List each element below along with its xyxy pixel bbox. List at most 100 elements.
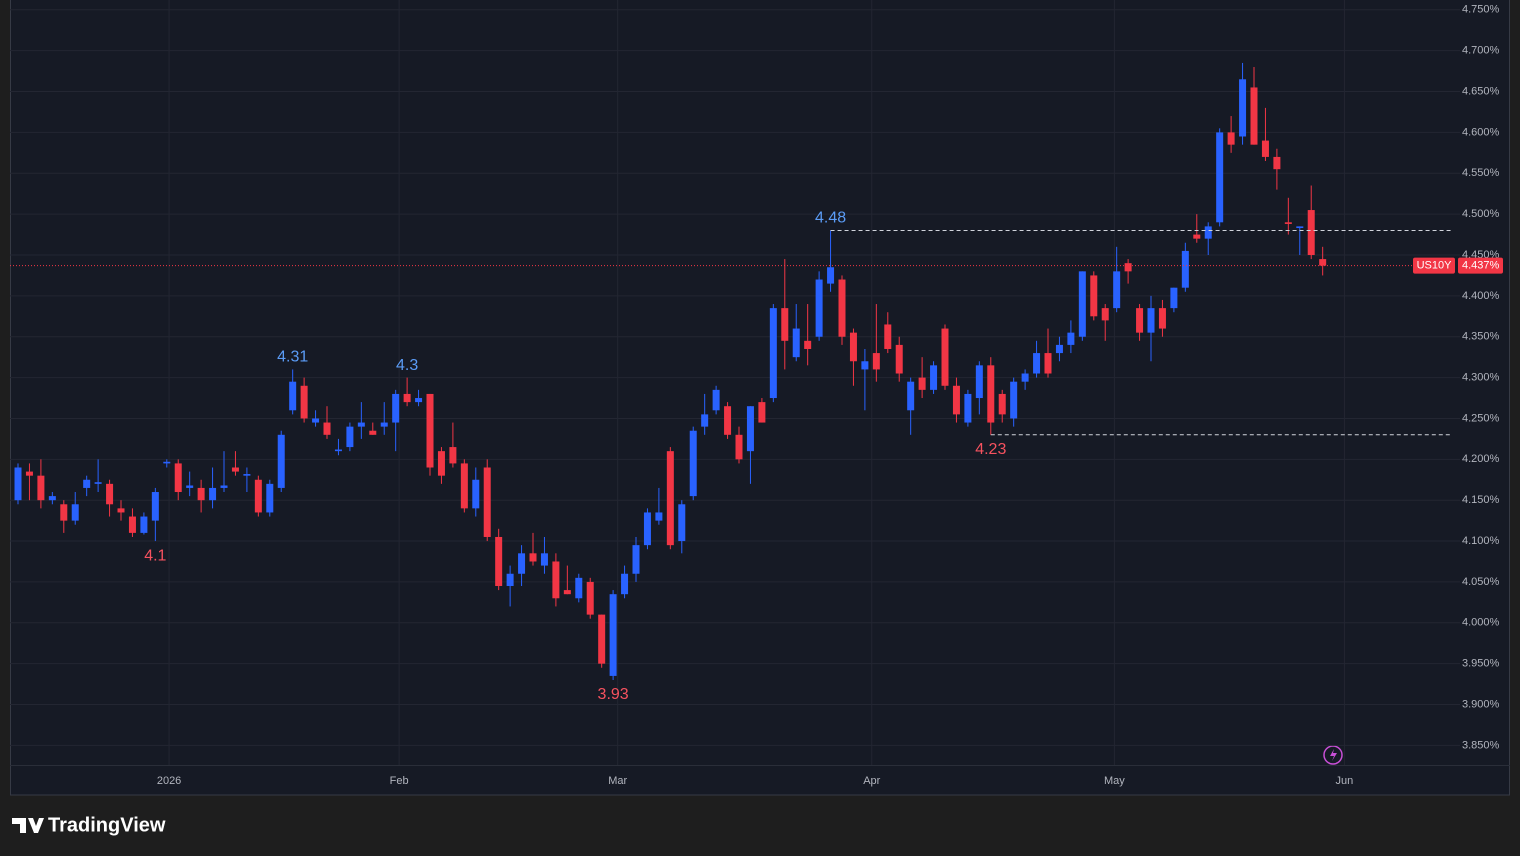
- candle-body: [460, 463, 468, 509]
- candle-body: [609, 594, 617, 676]
- candle-body: [735, 434, 743, 460]
- candle-body: [1033, 353, 1041, 374]
- candle-body: [106, 483, 114, 505]
- candle-body: [334, 449, 342, 452]
- candle-body: [1113, 271, 1121, 309]
- candle-body: [163, 461, 171, 464]
- y-tick-label: 4.150%: [1462, 494, 1500, 506]
- candle-body: [60, 504, 68, 521]
- y-tick-label: 3.950%: [1462, 658, 1500, 670]
- candle-body: [426, 393, 434, 468]
- candle-body: [380, 422, 388, 427]
- candle-body: [231, 467, 239, 472]
- candle-body: [300, 385, 308, 419]
- candle-body: [174, 463, 182, 493]
- candle-body: [1307, 210, 1315, 255]
- candle-body: [701, 414, 709, 427]
- y-tick-label: 4.550%: [1462, 167, 1500, 179]
- candle-body: [1090, 275, 1098, 317]
- candle-body: [128, 516, 136, 533]
- y-tick-label: 4.400%: [1462, 290, 1500, 302]
- candle-body: [37, 475, 45, 501]
- candle-body: [666, 451, 674, 546]
- candle-body: [632, 545, 640, 574]
- candle-body: [827, 267, 835, 284]
- candle-body: [323, 422, 331, 435]
- candle-body: [849, 332, 857, 362]
- candle-body: [209, 487, 217, 501]
- y-tick-label: 4.350%: [1462, 331, 1500, 343]
- event-icon: [1323, 745, 1343, 765]
- candle-body: [506, 573, 514, 587]
- candle-body: [254, 479, 262, 513]
- candle-body: [1101, 308, 1109, 321]
- candle-body: [369, 430, 377, 435]
- symbol-label: US10Y: [1417, 260, 1453, 272]
- brand-logo: TradingView: [12, 814, 166, 836]
- candle-body: [872, 353, 880, 370]
- candle-body: [575, 577, 583, 599]
- candle-body: [1136, 308, 1144, 333]
- candle-body: [186, 485, 194, 488]
- candle-body: [1158, 308, 1166, 329]
- candle-body: [197, 487, 205, 501]
- overlays: 4.31 4.3 4.1 3.93 4.48 4.23 US10Y 4.437%: [10, 210, 1503, 703]
- candle-body: [987, 365, 995, 423]
- candle-body: [392, 393, 400, 423]
- y-tick-label: 4.600%: [1462, 126, 1500, 138]
- last-price-label: 4.437%: [1462, 260, 1500, 272]
- event-icon-bolt: [1330, 749, 1337, 761]
- candle-body: [918, 377, 926, 390]
- candle-body: [1250, 87, 1258, 145]
- candle-body: [975, 365, 983, 399]
- candle-body: [346, 426, 354, 448]
- candle-body: [540, 553, 548, 566]
- brand-name: TradingView: [48, 814, 166, 836]
- candle-body: [941, 328, 949, 386]
- candle-body: [1124, 263, 1132, 272]
- x-tick-label: Mar: [608, 775, 627, 787]
- candle-body: [861, 361, 869, 370]
- candle-body: [220, 485, 228, 488]
- candle-body: [678, 504, 686, 542]
- candle-body: [1044, 353, 1052, 374]
- candle-body: [1216, 132, 1224, 223]
- candle-body: [746, 406, 754, 452]
- candle-body: [1147, 308, 1155, 333]
- candle-body: [895, 344, 903, 374]
- x-tick-label: Apr: [863, 775, 880, 787]
- candle-body: [243, 474, 251, 476]
- symbol-badge: [1413, 257, 1455, 274]
- y-tick-label: 4.700%: [1462, 45, 1500, 57]
- chart-background: [10, 0, 1510, 795]
- candle-body: [403, 393, 411, 403]
- brand-mark: [12, 818, 44, 833]
- candle-body: [14, 467, 22, 501]
- candle-body: [907, 381, 915, 411]
- candle-body: [792, 328, 800, 358]
- y-tick-label: 4.200%: [1462, 453, 1500, 465]
- candle-body: [1181, 250, 1189, 288]
- extreme-label: 4.3: [396, 357, 418, 374]
- candles: [14, 62, 1327, 680]
- candle-body: [1010, 381, 1018, 419]
- candle-body: [1170, 287, 1178, 309]
- y-tick-label: 4.050%: [1462, 576, 1500, 588]
- candle-body: [415, 398, 423, 403]
- candle-body: [1055, 344, 1063, 354]
- candle-body: [312, 418, 320, 423]
- candle-body: [495, 536, 503, 587]
- y-tick-label: 3.900%: [1462, 698, 1500, 710]
- candle-body: [437, 451, 445, 476]
- candle-body: [930, 365, 938, 390]
- candle-body: [598, 614, 606, 664]
- candle-body: [529, 553, 537, 562]
- last-price-badge: [1458, 257, 1503, 274]
- extreme-label: 4.31: [277, 349, 308, 366]
- x-tick-label: Feb: [390, 775, 409, 787]
- candle-body: [1078, 271, 1086, 337]
- candle-body: [289, 381, 297, 411]
- candle-body: [712, 389, 720, 411]
